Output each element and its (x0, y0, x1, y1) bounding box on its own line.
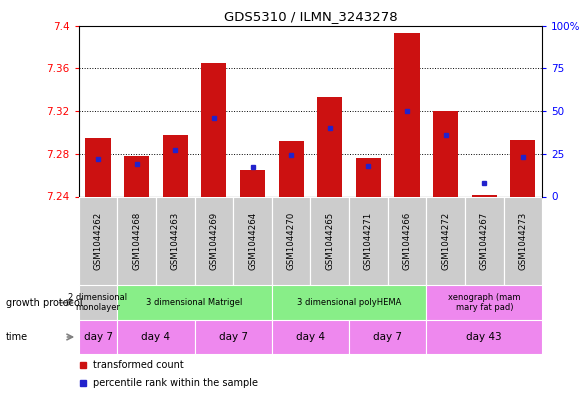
Bar (233, 196, 272, 285)
Bar (272, 196, 310, 285)
Title: GDS5310 / ILMN_3243278: GDS5310 / ILMN_3243278 (224, 10, 397, 23)
Bar (465, 196, 504, 285)
Bar (195, 196, 233, 285)
Bar (272, 285, 426, 320)
Text: time: time (6, 332, 28, 342)
Bar (472, 195, 497, 196)
Bar (317, 97, 342, 196)
Text: day 4: day 4 (296, 332, 325, 342)
Text: day 7: day 7 (219, 332, 248, 342)
Bar (79, 285, 117, 320)
Bar (310, 196, 349, 285)
Bar (79, 320, 117, 354)
Bar (79, 196, 117, 285)
Text: percentile rank within the sample: percentile rank within the sample (93, 378, 258, 388)
Bar (279, 141, 304, 196)
Text: 3 dimensional polyHEMA: 3 dimensional polyHEMA (297, 298, 401, 307)
Text: GSM1044262: GSM1044262 (93, 211, 103, 270)
Bar (356, 158, 381, 196)
Text: GSM1044266: GSM1044266 (402, 211, 412, 270)
Bar (426, 285, 542, 320)
Text: GSM1044272: GSM1044272 (441, 211, 450, 270)
Text: transformed count: transformed count (93, 360, 184, 370)
Bar (163, 134, 188, 196)
Text: GSM1044270: GSM1044270 (287, 211, 296, 270)
Bar (117, 320, 195, 354)
Text: growth protocol: growth protocol (6, 298, 82, 308)
Text: GSM1044271: GSM1044271 (364, 211, 373, 270)
Bar (510, 140, 535, 196)
Text: GSM1044273: GSM1044273 (518, 211, 528, 270)
Bar (426, 196, 465, 285)
Text: day 4: day 4 (142, 332, 170, 342)
Text: day 7: day 7 (83, 332, 113, 342)
Text: GSM1044268: GSM1044268 (132, 211, 141, 270)
Bar (433, 111, 458, 196)
Bar (395, 33, 420, 196)
Text: GSM1044263: GSM1044263 (171, 211, 180, 270)
Text: xenograph (mam
mary fat pad): xenograph (mam mary fat pad) (448, 293, 521, 312)
Text: GSM1044264: GSM1044264 (248, 211, 257, 270)
Bar (124, 156, 149, 196)
Text: 3 dimensional Matrigel: 3 dimensional Matrigel (146, 298, 243, 307)
Bar (117, 196, 156, 285)
Bar (388, 196, 426, 285)
Bar (504, 196, 542, 285)
Bar (349, 320, 426, 354)
Text: day 7: day 7 (373, 332, 402, 342)
Bar (426, 320, 542, 354)
Bar (201, 63, 226, 196)
Bar (156, 196, 195, 285)
Text: GSM1044269: GSM1044269 (209, 212, 219, 270)
Bar (86, 138, 111, 196)
Bar (195, 320, 272, 354)
Bar (240, 170, 265, 196)
Bar (117, 285, 272, 320)
Text: day 43: day 43 (466, 332, 502, 342)
Text: 2 dimensional
monolayer: 2 dimensional monolayer (68, 293, 128, 312)
Bar (272, 320, 349, 354)
Text: GSM1044265: GSM1044265 (325, 211, 334, 270)
Bar (349, 196, 388, 285)
Text: GSM1044267: GSM1044267 (480, 211, 489, 270)
